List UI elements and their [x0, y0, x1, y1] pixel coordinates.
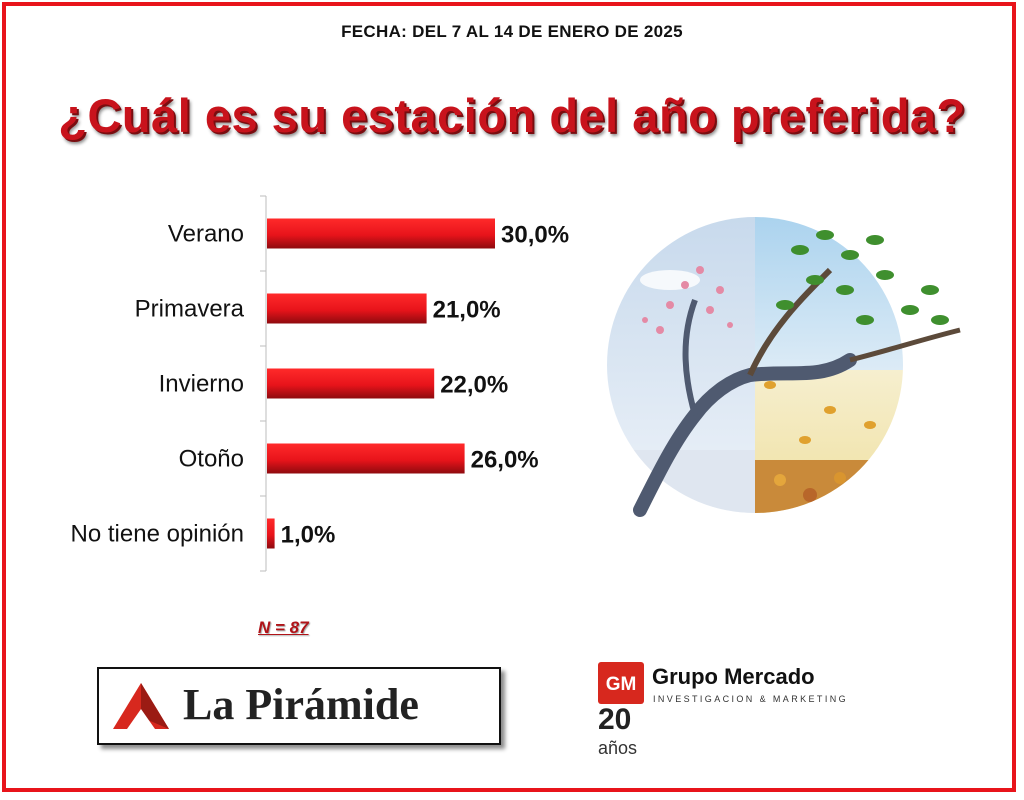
bar — [267, 443, 465, 474]
data-label: 30,0% — [501, 222, 569, 249]
survey-date: FECHA: DEL 7 AL 14 DE ENERO DE 2025 — [341, 22, 683, 41]
four-seasons-tree-illustration — [607, 217, 961, 517]
page-frame — [2, 2, 1016, 792]
svg-text:GM: GM — [606, 674, 637, 695]
category-label: No tiene opinión — [71, 521, 244, 548]
data-label: 22,0% — [440, 372, 508, 399]
grupo-mercado-subtitle: INVESTIGACION & MARKETING — [653, 694, 849, 704]
category-label: Primavera — [135, 296, 245, 323]
pyramid-icon — [113, 683, 169, 729]
bar — [267, 293, 427, 324]
grupo-mercado-name: Grupo Mercado — [652, 664, 815, 689]
bar — [267, 518, 275, 549]
sample-size-label: N = 87 — [258, 618, 309, 637]
bar — [267, 218, 495, 249]
chart-question-title: ¿Cuál es su estación del año preferida? — [58, 89, 966, 142]
category-label: Invierno — [159, 371, 244, 398]
data-label: 26,0% — [471, 447, 539, 474]
grupo-mercado-years: 20 — [598, 703, 632, 736]
bar-chart: Verano 30,0% Primavera 21,0% Invierno 22,0% Ot… — [71, 195, 569, 572]
grupo-mercado-icon: GM — [598, 662, 644, 704]
grupo-mercado-years-label: años — [598, 738, 638, 758]
category-label: Otoño — [179, 446, 244, 473]
la-piramide-wordmark: La Pirámide — [183, 680, 419, 729]
data-label: 21,0% — [433, 297, 501, 324]
data-label: 1,0% — [281, 522, 336, 549]
bar — [267, 368, 435, 399]
la-piramide-logo: La Pirámide — [97, 667, 501, 745]
category-label: Verano — [168, 221, 244, 248]
